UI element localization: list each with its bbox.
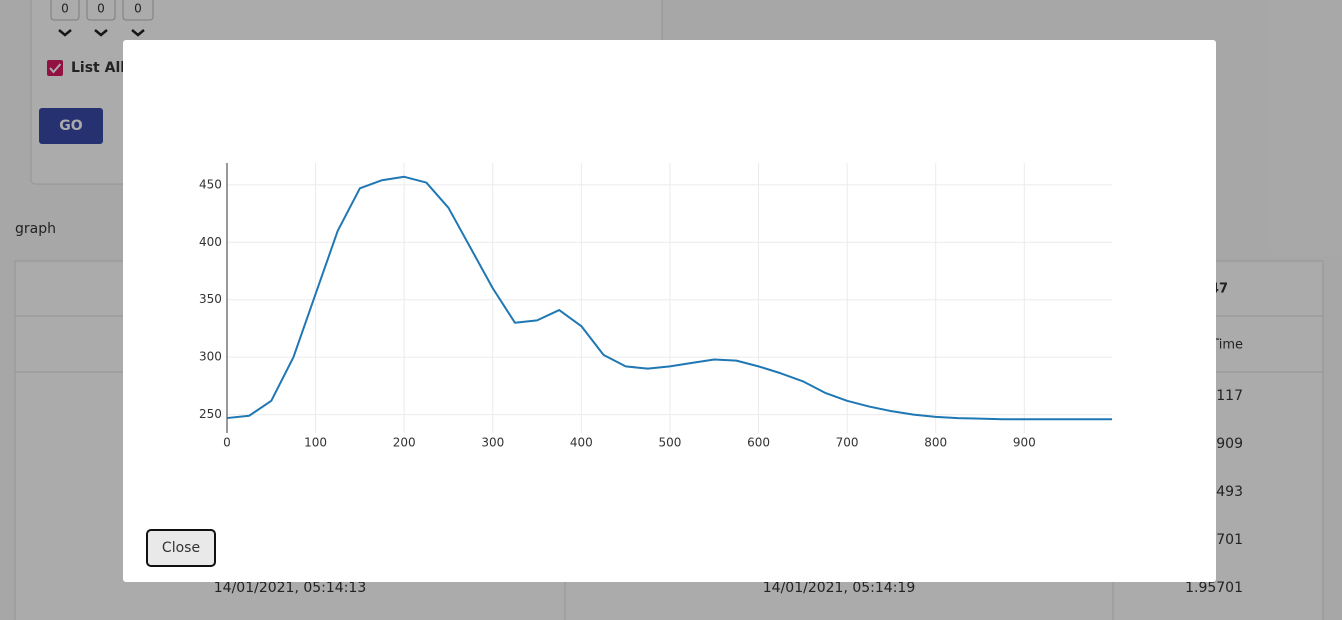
x-tick-label: 500 [658,436,681,450]
go-label: GO [59,118,82,134]
x-tick-label: 700 [836,436,859,450]
go-button[interactable] [39,108,103,144]
checkbox[interactable] [47,60,63,76]
x-tick-label: 600 [747,436,770,450]
y-tick-label: 250 [199,407,222,421]
x-tick-label: 300 [481,436,504,450]
spinner-value: 0 [97,2,105,16]
x-tick-label: 400 [570,436,593,450]
close-button[interactable] [146,529,216,567]
checkmark [49,63,62,74]
chevrons[interactable] [58,29,145,37]
cell: 14/01/2021, 05:14:13 [214,580,366,596]
x-tick-label: 100 [304,436,327,450]
x-tick-label: 200 [393,436,416,450]
cell: 2493 [1207,484,1243,500]
y-tick-label: 450 [199,177,222,191]
section-label: graph [15,221,56,237]
table-subheader: Time [1210,338,1243,353]
spinner-value: 0 [61,2,69,16]
x-tick-label: 0 [223,436,231,450]
cell: 5701 [1207,532,1243,548]
cell: 3909 [1207,436,1243,452]
checkbox-label: List All [71,60,125,76]
x-tick-label: 800 [924,436,947,450]
spinner[interactable] [122,0,154,21]
cell: 14/01/2021, 05:14:19 [763,580,915,596]
data-line [226,175,1112,421]
y-tick-label: 300 [199,350,222,364]
y-tick-label: 400 [199,235,222,249]
spinner[interactable] [86,0,116,21]
cell: 1.95701 [1185,580,1243,596]
spinner-value: 0 [134,2,142,16]
x-tick-label: 900 [1013,436,1036,450]
close-label: Close [162,540,200,556]
cell: 2117 [1207,388,1243,404]
spinner[interactable] [50,0,80,21]
chart: 250 300 350 400 450 0 100 200 300 400 500 600 700 800… [199,163,1112,450]
y-tick-label: 350 [199,292,222,306]
